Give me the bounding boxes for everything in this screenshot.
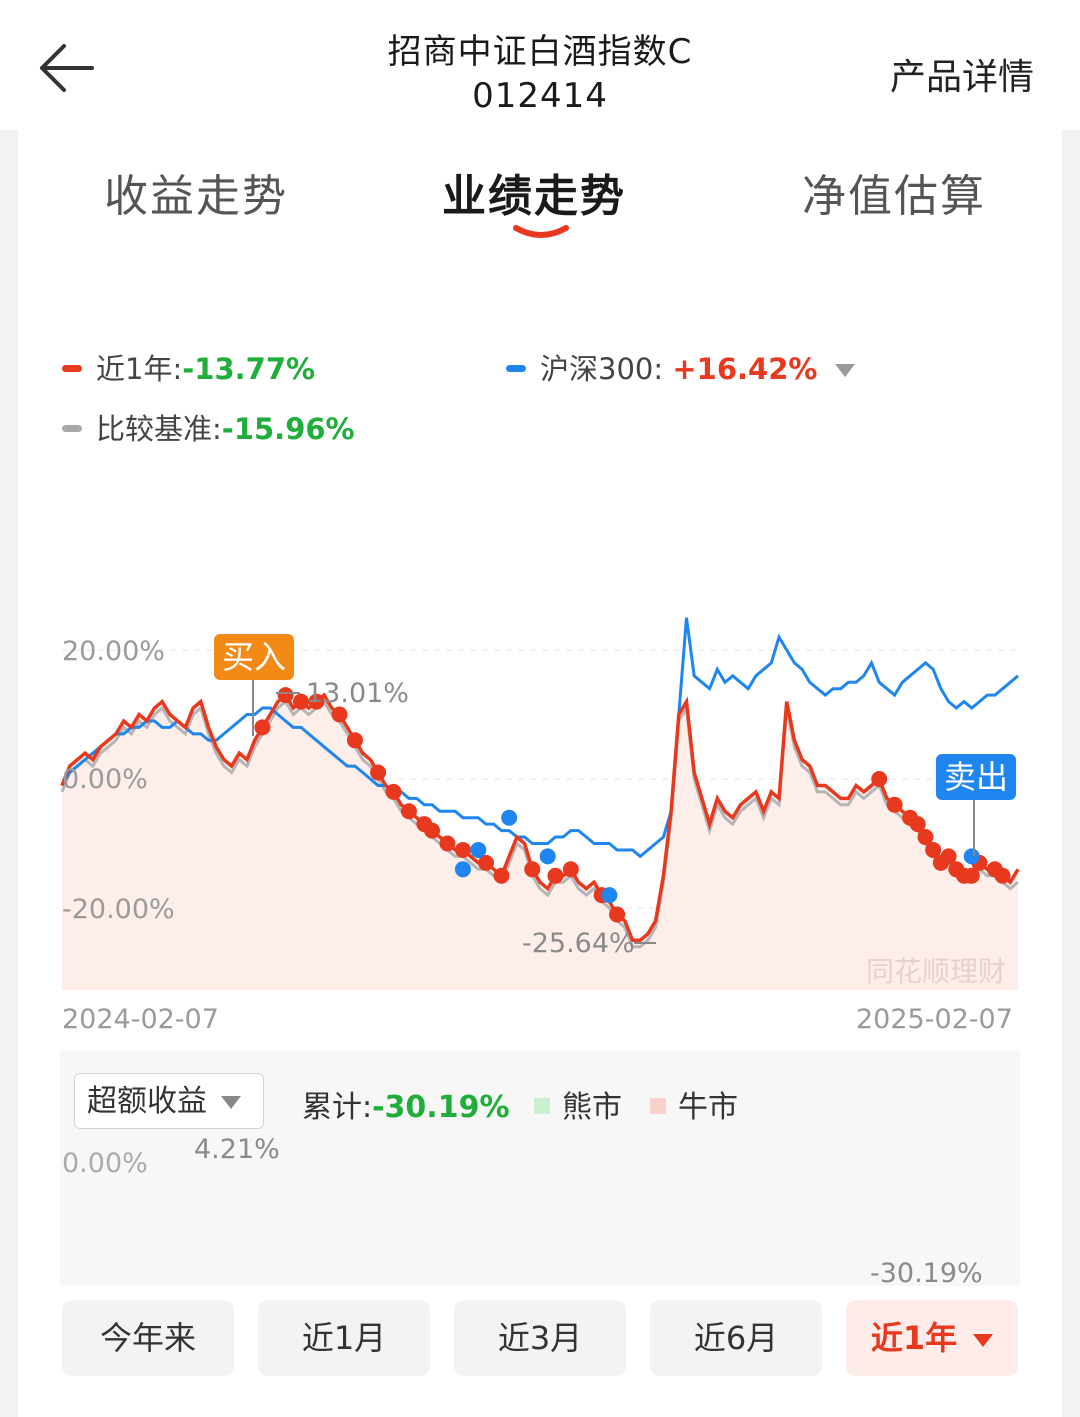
index-dropdown-icon[interactable]: [835, 364, 856, 377]
legend-index-swatch: [506, 364, 526, 372]
tab-earnings-trend[interactable]: 收益走势: [104, 171, 288, 222]
period-1y-button[interactable]: 近1年: [846, 1300, 1018, 1376]
cumulative-excess: 累计:-30.19%: [302, 1082, 510, 1126]
legend-benchmark-swatch: [62, 424, 82, 432]
tab-nav-estimate[interactable]: 净值估算: [802, 171, 986, 222]
fund-code: 012414: [472, 76, 608, 116]
legend-index-label: 沪深300:: [540, 352, 673, 386]
legend-benchmark-label: 比较基准:: [96, 412, 222, 446]
fund-name: 招商中证白酒指数C: [387, 32, 693, 72]
legend-benchmark-value: -15.96%: [221, 412, 355, 446]
active-tab-indicator: [513, 225, 569, 238]
tab-performance-trend[interactable]: 业绩走势: [442, 171, 626, 222]
cumulative-label: 累计:: [302, 1090, 373, 1125]
y-tick-20: 20.00%: [62, 636, 165, 667]
period-1m-button[interactable]: 近1月: [258, 1300, 430, 1376]
chevron-down-icon: [221, 1096, 241, 1109]
excess-max-label: 4.21%: [194, 1134, 280, 1165]
watermark: 同花顺理财: [866, 955, 1007, 988]
legend-index[interactable]: 沪深300: +16.42%: [506, 346, 856, 388]
max-annotation: 13.01%: [306, 678, 409, 709]
back-arrow-icon[interactable]: [34, 36, 98, 100]
period-ytd-button[interactable]: 今年来: [62, 1300, 234, 1376]
bull-swatch: [650, 1097, 666, 1114]
min-annotation: -25.64%: [522, 928, 635, 959]
y-tick-neg20: -20.00%: [62, 894, 175, 925]
bear-swatch: [534, 1097, 550, 1114]
period-3m-button[interactable]: 近3月: [454, 1300, 626, 1376]
bull-market-legend: 牛市: [650, 1082, 738, 1126]
x-end-date: 2025-02-07: [856, 1004, 1013, 1035]
x-start-date: 2024-02-07: [62, 1004, 219, 1035]
top-bar: 招商中证白酒指数C 012414 产品详情: [0, 0, 1080, 130]
excess-return-select[interactable]: 超额收益: [74, 1073, 264, 1129]
sell-marker-tag: 卖出: [936, 754, 1017, 800]
period-dropdown-icon: [973, 1334, 994, 1347]
cumulative-value: -30.19%: [372, 1090, 510, 1125]
period-6m-button[interactable]: 近6月: [650, 1300, 822, 1376]
legend-fund-swatch: [62, 364, 82, 372]
legend-benchmark: 比较基准:-15.96%: [62, 406, 355, 448]
legend-index-value: +16.42%: [672, 352, 818, 386]
bear-market-legend: 熊市: [534, 1082, 622, 1126]
legend-fund: 近1年:-13.77%: [62, 346, 315, 388]
y-tick-0: 0.00%: [62, 764, 148, 795]
product-detail-link[interactable]: 产品详情: [889, 57, 1034, 98]
bear-label: 熊市: [562, 1090, 622, 1125]
excess-select-label: 超额收益: [87, 1084, 207, 1119]
buy-marker-tag: 买入: [214, 634, 295, 680]
bull-label: 牛市: [678, 1090, 738, 1125]
excess-zero-label: 0.00%: [62, 1148, 148, 1179]
period-1y-label: 近1年: [870, 1319, 958, 1357]
excess-end-label: -30.19%: [870, 1258, 983, 1289]
legend-fund-value: -13.77%: [182, 352, 316, 386]
legend-fund-label: 近1年:: [96, 352, 183, 386]
